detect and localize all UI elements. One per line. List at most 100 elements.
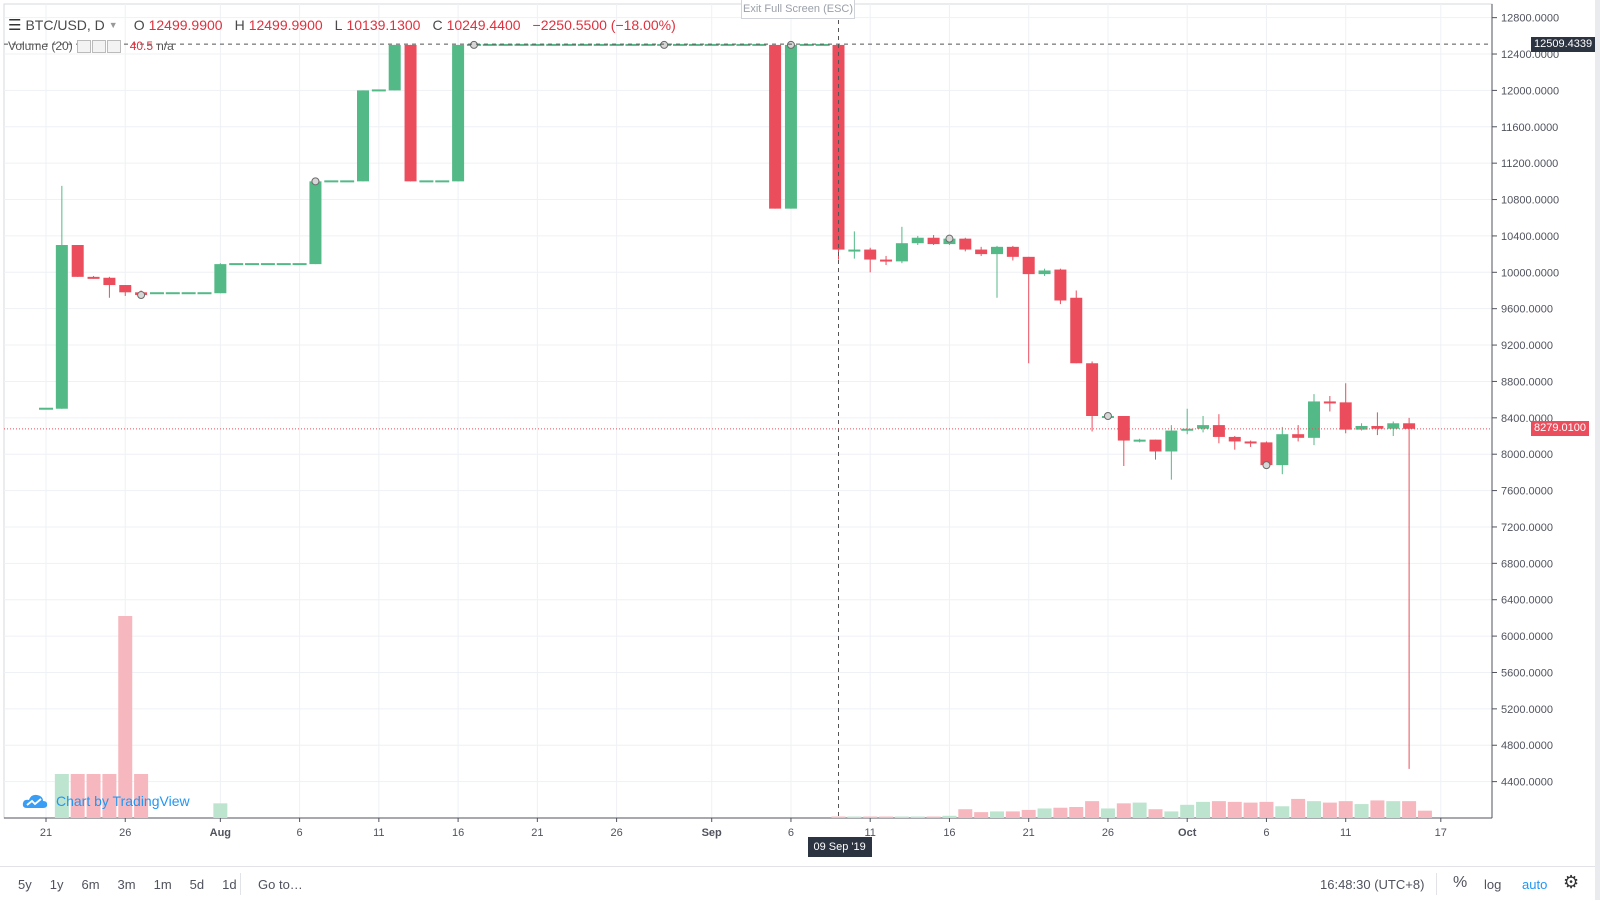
candle-body (1133, 439, 1146, 442)
range-6m[interactable]: 6m (81, 877, 100, 892)
volume-bar (894, 816, 909, 818)
candle-body (1292, 434, 1305, 438)
y-tick-label: 9600.0000 (1501, 304, 1553, 316)
y-tick-label: 12400.0000 (1501, 49, 1559, 61)
volume-bar (54, 774, 69, 818)
x-tick-label: 11 (373, 827, 384, 839)
low-value: 10139.1300 (346, 17, 421, 33)
candle-body (1244, 441, 1257, 444)
candle-body (404, 44, 417, 182)
range-1y[interactable]: 1y (49, 877, 64, 892)
crosshair-date-label: 09 Sep '19 (807, 837, 872, 857)
last-price-label: 8279.0100 (1531, 421, 1589, 437)
x-tick-label: 21 (40, 827, 52, 839)
volume-ma-value: n/a (157, 39, 174, 54)
volume-bar (1354, 804, 1369, 818)
range-selector: 5y 1y 6m 3m 1m 5d 1d (18, 877, 255, 892)
volume-bar (118, 616, 133, 818)
volume-bar (1291, 798, 1306, 818)
volume-bar (1021, 809, 1036, 818)
change-value: −2250.5500 (−18.00%) (532, 17, 676, 33)
x-tick-label: 21 (1023, 827, 1035, 839)
candle-body (1086, 363, 1099, 417)
y-tick-label: 10400.0000 (1501, 231, 1559, 243)
toolbar-divider (240, 873, 241, 895)
volume-bar (1402, 801, 1417, 818)
volume-bar (879, 816, 894, 818)
close-icon[interactable] (106, 40, 121, 54)
goto-button[interactable]: Go to… (258, 877, 303, 892)
price-chart[interactable]: 4400.0000 4800.0000 5200.0000 5600.0000 6000… (0, 0, 1600, 866)
auto-scale-toggle[interactable]: auto (1522, 877, 1548, 892)
range-5d[interactable]: 5d (189, 877, 205, 892)
candle-body (1054, 269, 1067, 301)
x-tick-label: 6 (297, 827, 303, 839)
chart-type-icon[interactable]: ☰ (8, 17, 22, 34)
tradingview-cloud-icon (22, 794, 48, 808)
range-1m[interactable]: 1m (153, 877, 172, 892)
candle-body (927, 237, 940, 245)
tradingview-branding[interactable]: Chart by TradingView (22, 792, 190, 810)
volume-bar (134, 774, 149, 818)
symbol-label[interactable]: BTC/USD, D (25, 17, 105, 33)
volume-label[interactable]: Volume (20) (8, 39, 73, 54)
volume-bar (1275, 806, 1290, 818)
volume-bar (1148, 809, 1163, 818)
timezone-clock[interactable]: 16:48:30 (UTC+8) (1320, 877, 1425, 892)
range-1d[interactable]: 1d (222, 877, 237, 892)
y-tick-label: 11600.0000 (1501, 122, 1558, 134)
volume-bar (1338, 801, 1353, 818)
volume-bar (1005, 811, 1020, 818)
y-tick-label: 8000.0000 (1501, 449, 1553, 461)
candle-body (119, 285, 132, 293)
candle-body (1149, 439, 1162, 452)
exit-fullscreen-button[interactable]: Exit Full Screen (ESC) (741, 0, 855, 19)
volume-bar (1211, 801, 1226, 818)
candle-body (880, 259, 893, 262)
candle-body (959, 238, 972, 250)
gear-icon[interactable]: ⚙ (1563, 872, 1580, 892)
settings-icon[interactable] (91, 40, 106, 54)
volume-bar (1417, 810, 1432, 818)
chevron-down-icon[interactable]: ▼ (108, 20, 118, 30)
high-label: H (234, 17, 245, 33)
x-tick-label: Oct (1178, 827, 1197, 839)
y-tick-label: 7200.0000 (1501, 522, 1553, 534)
volume-bar (1037, 808, 1052, 818)
ohlc-legend: ☰ BTC/USD, D ▼ O 12499.9900 H 12499.9900 L… (8, 16, 676, 34)
x-tick-label: 26 (610, 827, 622, 839)
volume-bar (1100, 808, 1115, 818)
y-tick-label: 7600.0000 (1501, 486, 1553, 498)
candle-body (1181, 428, 1194, 431)
open-value: 12499.9900 (148, 17, 223, 33)
candle-body (1371, 426, 1384, 429)
eye-icon[interactable] (76, 40, 91, 54)
x-tick-label: 21 (531, 827, 543, 839)
y-tick-label: 4400.0000 (1501, 777, 1553, 789)
percent-toggle[interactable]: % (1453, 874, 1468, 891)
event-marker (660, 40, 669, 49)
volume-bar (1243, 802, 1258, 818)
range-3m[interactable]: 3m (117, 877, 136, 892)
candle-body (71, 245, 84, 277)
volume-bar (1116, 803, 1131, 818)
x-tick-label: 26 (1102, 827, 1114, 839)
range-5y[interactable]: 5y (18, 877, 32, 892)
event-marker (786, 40, 795, 49)
candle-body (1022, 256, 1035, 275)
y-tick-label: 6400.0000 (1501, 595, 1553, 607)
candle-body (1038, 270, 1051, 275)
event-marker (137, 291, 146, 300)
volume-bar (1069, 807, 1084, 818)
volume-bar (1307, 801, 1321, 818)
volume-bar (213, 803, 228, 818)
y-tick-label: 6000.0000 (1501, 631, 1553, 643)
x-tick-label: 26 (119, 827, 131, 839)
log-toggle[interactable]: log (1484, 877, 1502, 892)
volume-bar (1085, 801, 1100, 818)
volume-bar (942, 815, 957, 818)
candle-body (1006, 246, 1019, 257)
candle-body (911, 237, 924, 244)
y-tick-label: 12000.0000 (1501, 85, 1559, 97)
candle-body (452, 44, 465, 182)
